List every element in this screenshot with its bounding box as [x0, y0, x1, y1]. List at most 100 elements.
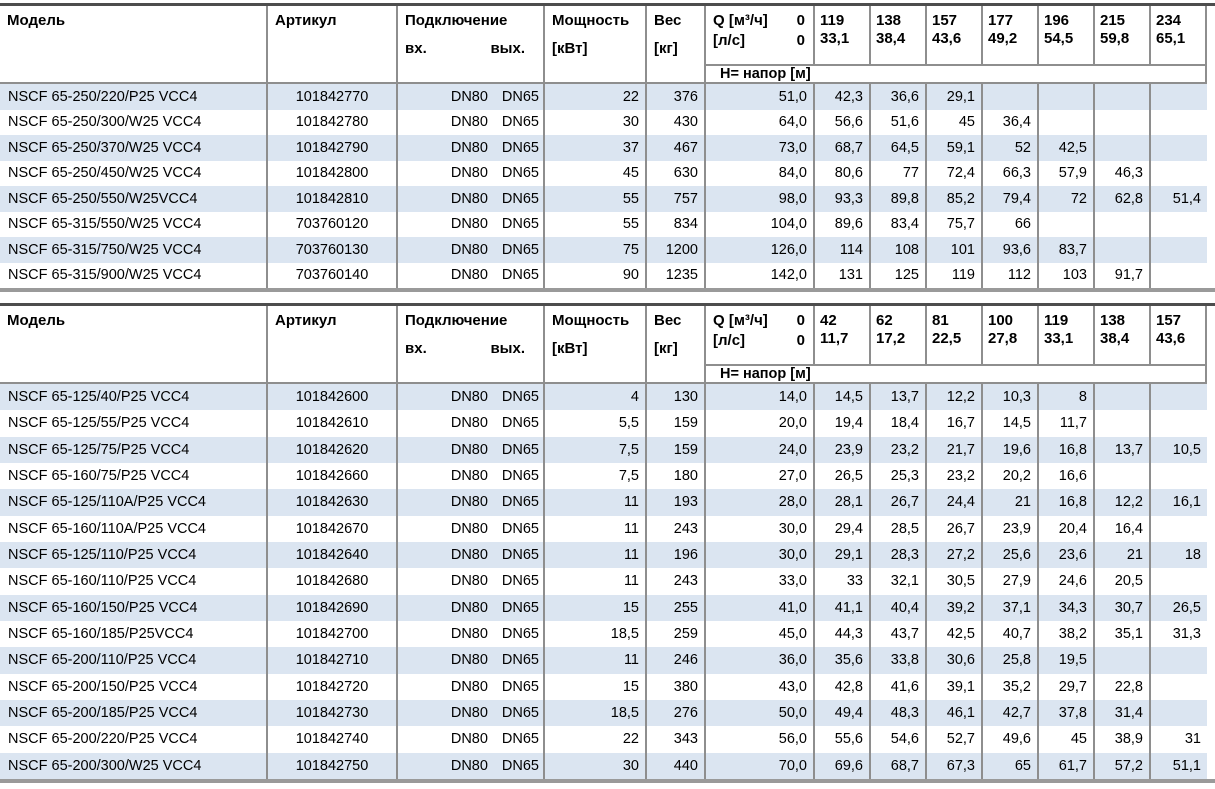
head-value-cell: 31: [1184, 731, 1201, 748]
model-cell: NSCF 65-125/55/P25 VCC4: [0, 410, 268, 437]
head-value-cell: [1095, 237, 1151, 263]
table-row: NSCF 65-160/110/P25 VCC4 101842680 DN80 DN6…: [0, 568, 1207, 595]
dn-out-value: DN65: [501, 705, 539, 722]
col-header-weight: Вес [кг]: [647, 306, 706, 382]
model-cell: NSCF 65-200/150/P25 VCC4: [0, 673, 268, 700]
head-value-cell: 10,5: [1172, 441, 1201, 458]
flow-m3h-value: 157: [1156, 312, 1182, 329]
col-header-model-label: Модель: [7, 12, 66, 29]
head-value-cell: 59,1: [927, 135, 983, 161]
dn-in-value: DN80: [450, 114, 488, 131]
power-cell: 30: [545, 752, 647, 779]
connection-cell: DN80 DN65: [398, 84, 545, 110]
head-value-cell: 26,7: [871, 489, 927, 516]
flow-ls-value: 59,8: [1100, 30, 1130, 47]
head-value-cell: 23,2: [871, 436, 927, 463]
head-value-cell: [1151, 647, 1207, 673]
head-value-cell: 93,6: [983, 237, 1039, 263]
flow-ls-value: 33,1: [820, 30, 850, 47]
weight-cell: 467: [647, 135, 706, 161]
head-value-cell: 83,4: [871, 211, 927, 237]
head-value-cell: 67,3: [927, 752, 983, 779]
head-value-cell: 72: [1039, 186, 1095, 212]
col-header-model-label: Модель: [7, 312, 66, 329]
head-q0-cell: 64,0: [706, 109, 815, 135]
head-q0-cell: 98,0: [706, 186, 815, 212]
flow-ls-value: 49,2: [988, 30, 1018, 47]
flow-m3h-value: 42: [820, 312, 837, 329]
head-value-cell: 61,7: [1039, 752, 1095, 779]
article-cell: 101842770: [268, 84, 398, 110]
head-value-cell: 27,2: [927, 541, 983, 569]
weight-cell: 259: [647, 620, 706, 648]
head-q0-cell: 30,0: [706, 515, 815, 542]
weight-cell: 243: [647, 568, 706, 595]
power-cell: 4: [545, 384, 647, 411]
power-cell: 55: [545, 186, 647, 212]
power-cell: 18,5: [545, 620, 647, 648]
col-header-connection-inout: вх. вых.: [405, 40, 543, 58]
flow-q-m3h-label: Q [м³/ч]: [713, 12, 768, 29]
head-value-cell: [1095, 647, 1151, 674]
head-value-cell: [1039, 84, 1095, 110]
head-value-cell: 28,1: [815, 489, 871, 516]
connection-cell: DN80 DN65: [398, 541, 545, 569]
head-value-cell: 49,6: [983, 726, 1039, 753]
flow-ls-value: 65,1: [1156, 30, 1186, 47]
col-header-weight-unit: [кг]: [654, 40, 678, 57]
power-cell: 45: [545, 160, 647, 186]
dn-out-value: DN65: [501, 468, 539, 485]
head-value-cell: 45: [927, 109, 983, 135]
head-value-cell: 51,4: [1172, 190, 1201, 207]
article-cell: 101842730: [268, 699, 398, 727]
head-value-cell: 37,8: [1039, 699, 1095, 727]
dn-out-value: DN65: [501, 241, 539, 258]
table-gap: [0, 292, 1215, 303]
table-row: NSCF 65-125/75/P25 VCC4 101842620 DN80 DN65…: [0, 436, 1207, 463]
head-q0-cell: 36,0: [706, 647, 815, 674]
head-q0-cell: 104,0: [706, 211, 815, 237]
connection-cell: DN80 DN65: [398, 462, 545, 490]
head-value-cell: 30,6: [927, 647, 983, 674]
head-q0-cell: 41,0: [706, 594, 815, 621]
head-value-cell: 23,2: [927, 462, 983, 490]
weight-cell: 159: [647, 436, 706, 463]
power-cell: 11: [545, 541, 647, 569]
article-cell: 101842640: [268, 541, 398, 569]
col-header-flow-q: Q [м³/ч] 0 [л/с] 0: [706, 6, 815, 64]
model-cell: NSCF 65-315/750/W25 VCC4: [0, 237, 268, 263]
head-value-cell: 91,7: [1095, 262, 1151, 288]
table-row: NSCF 65-125/55/P25 VCC4 101842610 DN80 DN65…: [0, 410, 1207, 437]
dn-out-value: DN65: [501, 757, 539, 774]
flow-m3h-value: 138: [876, 12, 902, 29]
weight-cell: 757: [647, 186, 706, 212]
article-cell: 101842610: [268, 410, 398, 437]
head-value-cell: 68,7: [871, 752, 927, 779]
model-cell: NSCF 65-125/40/P25 VCC4: [0, 384, 268, 411]
head-band-label: Н= напор [м]: [706, 64, 1207, 82]
head-value-cell: 80,6: [815, 160, 871, 186]
weight-cell: 159: [647, 410, 706, 437]
head-value-cell: 13,7: [1095, 436, 1151, 463]
power-cell: 11: [545, 489, 647, 516]
head-value-cell: 35,2: [983, 673, 1039, 700]
article-cell: 101842740: [268, 726, 398, 753]
head-value-cell: [1151, 161, 1207, 187]
head-value-cell: 24,6: [1039, 568, 1095, 595]
head-value-cell: 32,1: [871, 568, 927, 595]
dn-in-value: DN80: [450, 573, 488, 590]
model-cell: NSCF 65-200/220/P25 VCC4: [0, 726, 268, 753]
head-value-cell: 12,2: [927, 384, 983, 411]
power-cell: 55: [545, 211, 647, 237]
head-value-cell: 28,3: [871, 541, 927, 569]
head-value-cell: 19,5: [1039, 647, 1095, 674]
flow-m3h-value: 215: [1100, 12, 1126, 29]
head-value-cell: 10,3: [983, 384, 1039, 411]
flow-column-header: 157 43,6: [927, 6, 983, 64]
col-header-power-label: Мощность: [552, 12, 630, 29]
connection-cell: DN80 DN65: [398, 594, 545, 621]
article-cell: 101842600: [268, 384, 398, 411]
head-value-cell: [1151, 135, 1207, 161]
head-value-cell: 31,3: [1172, 626, 1201, 643]
col-header-article-label: Артикул: [275, 12, 337, 29]
